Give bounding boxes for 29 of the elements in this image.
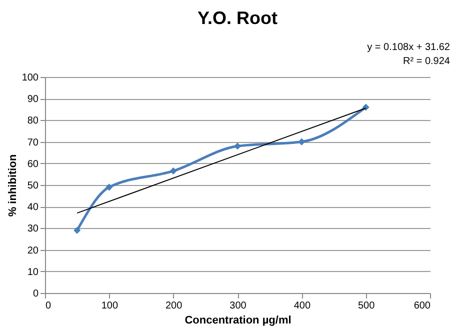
point bbox=[170, 167, 177, 174]
chart-title: Y.O. Root bbox=[198, 8, 278, 28]
y-tick-label: 30 bbox=[27, 224, 39, 235]
x-tick-label: 200 bbox=[165, 300, 183, 312]
y-tick-label: 0 bbox=[32, 288, 39, 300]
y-tick-label: 60 bbox=[27, 158, 39, 170]
point bbox=[298, 138, 306, 146]
x-tick-label: 300 bbox=[230, 300, 247, 312]
point bbox=[106, 184, 113, 191]
x-tick-label: 100 bbox=[101, 300, 118, 312]
point bbox=[234, 142, 242, 150]
y-tick-label: 90 bbox=[27, 94, 39, 106]
y-tick-label: 70 bbox=[27, 137, 39, 148]
y-tick-label: 50 bbox=[27, 180, 39, 192]
x-tick-label: 500 bbox=[358, 300, 376, 312]
y-tick-label: 80 bbox=[27, 116, 39, 127]
point bbox=[74, 226, 81, 234]
y-tick-label: 20 bbox=[27, 245, 39, 256]
text: y = 0.108x + 31.62 bbox=[367, 42, 450, 53]
x-tick-label: 600 bbox=[414, 300, 431, 312]
point bbox=[362, 104, 370, 111]
x-axis-title: Concentration µg/ml bbox=[184, 314, 292, 326]
y-tick-label: 10 bbox=[27, 266, 39, 278]
y-axis-title: % inhibition bbox=[6, 154, 19, 217]
y-tick-label: 100 bbox=[22, 72, 39, 84]
text: R² = 0.924 bbox=[403, 56, 450, 67]
y-tick-label: 40 bbox=[27, 202, 39, 214]
x-tick-label: 0 bbox=[46, 300, 52, 312]
x-tick-label: 400 bbox=[294, 300, 311, 312]
